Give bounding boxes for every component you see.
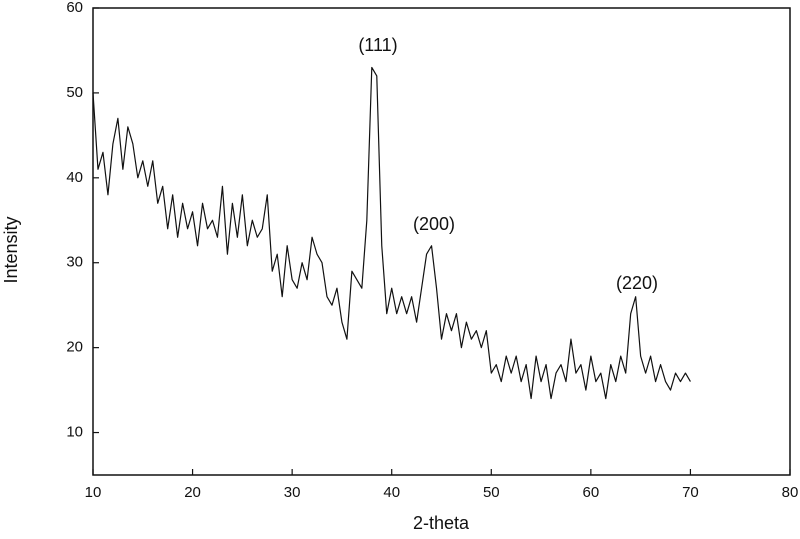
x-tick-label: 20 xyxy=(184,484,201,501)
data-line xyxy=(92,66,691,400)
peak-annotation: (220) xyxy=(616,273,658,293)
x-tick-label: 70 xyxy=(682,484,699,501)
x-tick-label: 50 xyxy=(483,484,500,501)
y-tick-label: 60 xyxy=(66,0,83,16)
y-tick-label: 10 xyxy=(66,424,83,441)
y-tick-label: 40 xyxy=(66,169,83,186)
y-tick-label: 20 xyxy=(66,339,83,356)
y-tick-label: 30 xyxy=(66,254,83,271)
peak-annotation: (111) xyxy=(358,35,397,55)
x-tick-label: 10 xyxy=(85,484,102,501)
peak-annotation: (200) xyxy=(413,214,455,234)
x-axis-title: 2-theta xyxy=(413,513,470,533)
plot-frame xyxy=(92,7,791,476)
x-tick-label: 60 xyxy=(583,484,600,501)
y-tick-label: 50 xyxy=(66,84,83,101)
x-tick-label: 80 xyxy=(782,484,799,501)
y-axis-title: Intensity xyxy=(1,216,21,283)
x-tick-label: 30 xyxy=(284,484,301,501)
x-tick-label: 40 xyxy=(383,484,400,501)
